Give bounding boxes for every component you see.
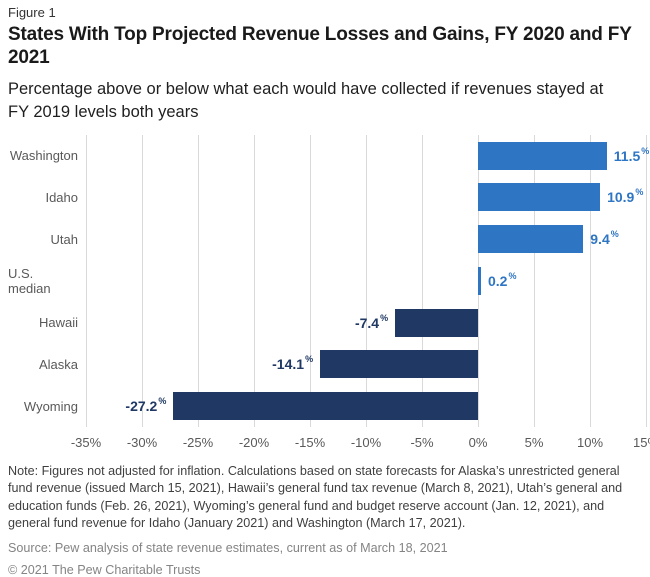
source-text: Source: Pew analysis of state revenue es… (8, 541, 448, 556)
gridline (590, 134, 591, 427)
bar-value-number: 9.4 (590, 231, 610, 248)
bar-value-label: -7.4% (308, 309, 388, 337)
bar-value-number: 0.2 (488, 272, 508, 289)
gridline (142, 134, 143, 427)
category-label: U.S. median (8, 265, 51, 296)
category-label: Utah (50, 231, 78, 247)
bar-value-number: 10.9 (607, 189, 635, 206)
x-tick-label: -30% (126, 434, 158, 450)
gridline (646, 134, 647, 427)
percent-sign: % (641, 145, 650, 156)
percent-sign: % (158, 396, 167, 407)
percent-sign: % (635, 187, 644, 198)
copyright-text: © 2021 The Pew Charitable Trusts (8, 563, 201, 577)
x-tick-label: 0% (468, 434, 488, 450)
category-label: Idaho (45, 189, 78, 205)
bar (395, 308, 478, 337)
gridline (534, 134, 535, 427)
page-title: States With Top Projected Revenue Losses… (8, 24, 632, 69)
bar (478, 183, 601, 212)
bar (320, 350, 478, 379)
gridline (310, 134, 311, 427)
bar-value-number: -27.2 (125, 398, 158, 415)
percent-sign: % (305, 354, 314, 365)
bar-value-label: -27.2% (86, 392, 166, 420)
bar (478, 141, 607, 170)
subtitle: Percentage above or below what each woul… (8, 80, 604, 121)
gridline (198, 134, 199, 427)
x-tick-label: -25% (182, 434, 214, 450)
percent-sign: % (508, 270, 517, 281)
percent-sign: % (610, 229, 619, 240)
bar-value-label: 0.2% (488, 267, 516, 295)
bar-value-label: -14.1% (233, 350, 313, 378)
category-label: Washington (9, 148, 78, 164)
bar-chart: -35% -30% -25% -20% -15% -10% -5% 0% 5% 10% 15% Was… (8, 131, 650, 453)
x-tick-label: -10% (350, 434, 382, 450)
gridline (422, 134, 423, 427)
bar (478, 225, 584, 254)
bar (173, 392, 478, 421)
note-text: Note: Figures not adjusted for inflation… (8, 463, 623, 530)
x-tick-label: 15% (632, 434, 650, 450)
x-tick-label: -15% (294, 434, 326, 450)
percent-sign: % (380, 312, 389, 323)
figure-label: Figure 1 (8, 5, 56, 20)
x-tick-label: 10% (576, 434, 604, 450)
gridline (86, 134, 87, 427)
gridline (254, 134, 255, 427)
x-tick-label: -5% (410, 434, 434, 450)
bar-value-number: -14.1 (272, 356, 305, 373)
category-label: Wyoming (23, 398, 78, 414)
bar-value-number: 11.5 (613, 147, 641, 164)
x-tick-label: -20% (238, 434, 270, 450)
bar-value-label: 10.9% (607, 183, 643, 211)
x-tick-label: 5% (524, 434, 544, 450)
x-tick-label: -35% (70, 434, 102, 450)
gridline (366, 134, 367, 427)
bar-value-number: -7.4 (354, 314, 380, 331)
bar-value-label: 9.4% (590, 225, 618, 253)
bar (478, 266, 481, 295)
bar-value-label: 11.5% (614, 142, 650, 170)
category-label: Hawaii (38, 315, 78, 331)
category-label: Alaska (38, 356, 78, 372)
